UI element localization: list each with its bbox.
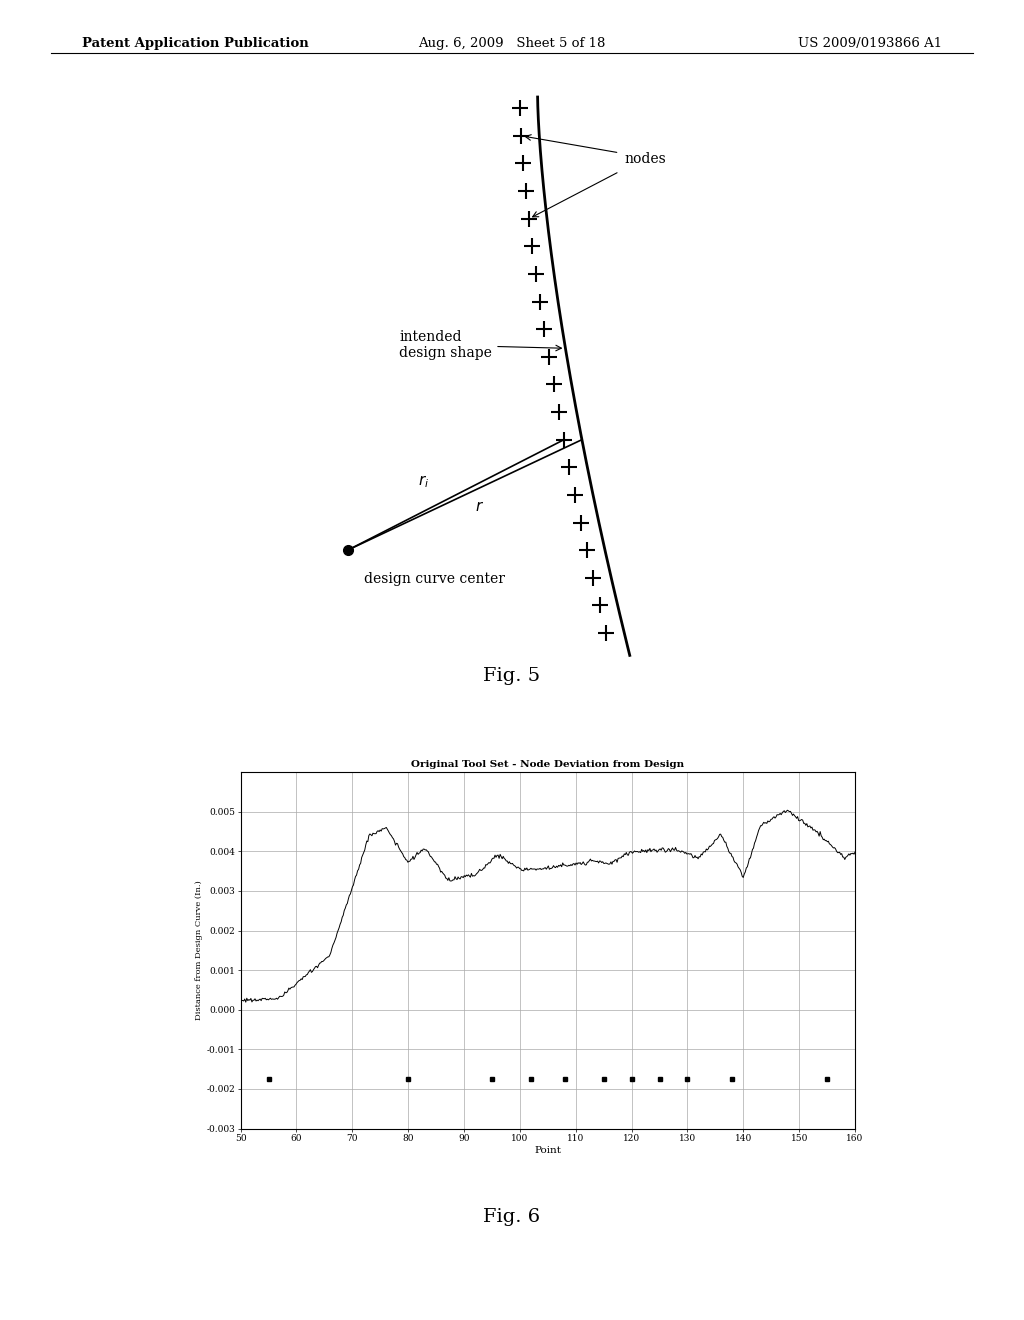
Y-axis label: Distance from Design Curve (In.): Distance from Design Curve (In.) [196,880,204,1020]
Title: Original Tool Set - Node Deviation from Design: Original Tool Set - Node Deviation from … [412,759,684,768]
Text: Fig. 6: Fig. 6 [483,1208,541,1226]
X-axis label: Point: Point [535,1146,561,1155]
Text: design curve center: design curve center [364,572,505,586]
Text: Aug. 6, 2009   Sheet 5 of 18: Aug. 6, 2009 Sheet 5 of 18 [419,37,605,50]
Text: US 2009/0193866 A1: US 2009/0193866 A1 [798,37,942,50]
Text: $r$: $r$ [475,500,484,515]
Text: intended
design shape: intended design shape [399,330,561,360]
Text: Fig. 5: Fig. 5 [483,667,541,685]
Text: Patent Application Publication: Patent Application Publication [82,37,308,50]
Text: nodes: nodes [625,152,667,166]
Text: $r_i$: $r_i$ [418,473,429,490]
